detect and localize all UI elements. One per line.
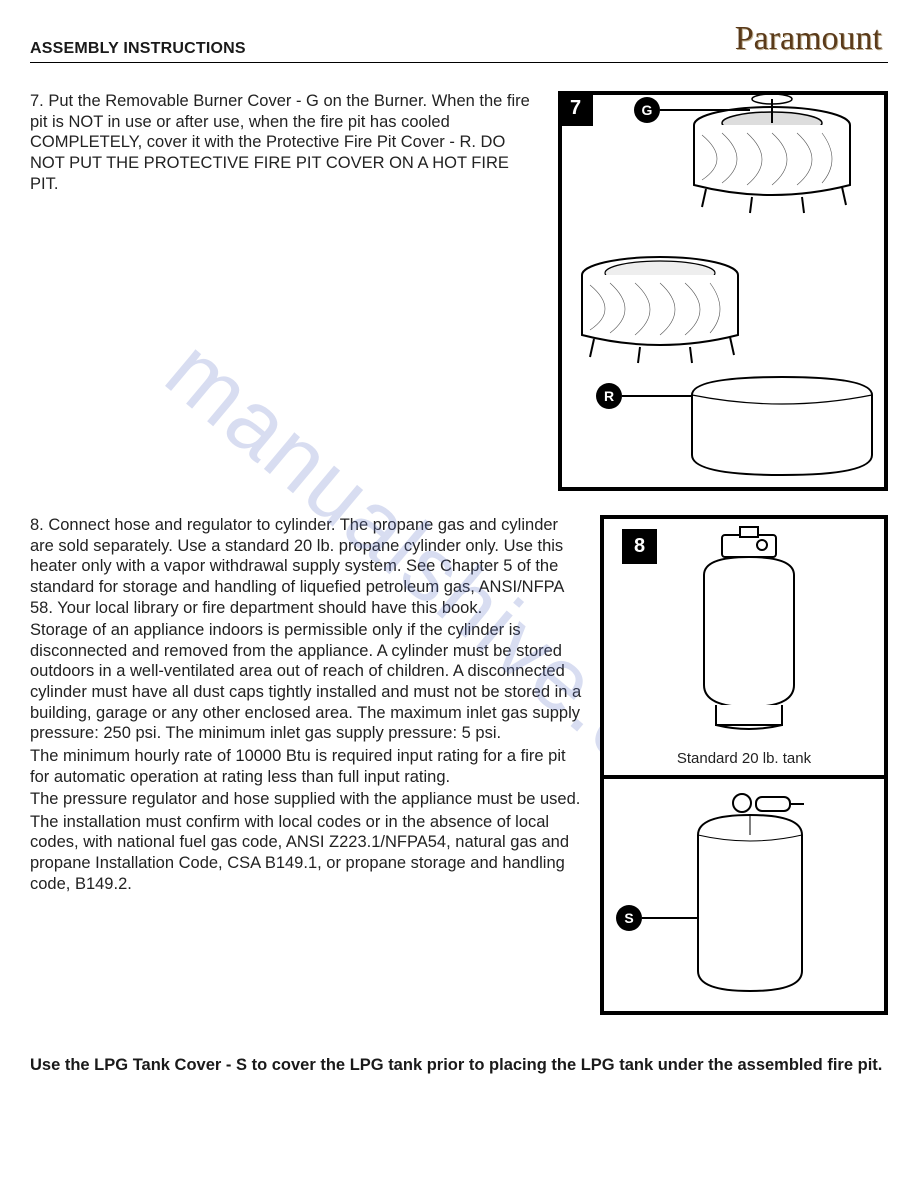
figure-8-stack: 8 Standard 20 lb. tank <box>600 515 888 1015</box>
figure-8a: 8 Standard 20 lb. tank <box>600 515 888 775</box>
step-7-text: 7. Put the Removable Burner Cover - G on… <box>30 91 540 196</box>
page-header: ASSEMBLY INSTRUCTIONS Paramount <box>30 20 888 63</box>
leader-line-r <box>622 395 692 397</box>
step-8-p5: The installation must confirm with local… <box>30 812 582 895</box>
figure-7-illustration <box>562 95 884 487</box>
part-badge-r: R <box>596 383 622 409</box>
brand-logo: Paramount <box>735 20 888 58</box>
step-8-text: 8. Connect hose and regulator to cylinde… <box>30 515 582 896</box>
step-8-p3: The minimum hourly rate of 10000 Btu is … <box>30 746 582 787</box>
figure-7: 7 G <box>558 91 888 491</box>
step-8-p2: Storage of an appliance indoors is permi… <box>30 620 582 744</box>
figure-8-number: 8 <box>622 529 657 564</box>
figure-7-number: 7 <box>558 91 593 126</box>
step-7-section: 7. Put the Removable Burner Cover - G on… <box>30 91 888 491</box>
part-badge-s: S <box>616 905 642 931</box>
leader-line-s <box>642 917 698 919</box>
page-title: ASSEMBLY INSTRUCTIONS <box>30 40 246 58</box>
bottom-bold-note: Use the LPG Tank Cover - S to cover the … <box>30 1055 888 1076</box>
figure-8b-illustration <box>604 779 884 1011</box>
part-badge-g: G <box>634 97 660 123</box>
step-8-p1: 8. Connect hose and regulator to cylinde… <box>30 515 582 618</box>
step-7-paragraph: 7. Put the Removable Burner Cover - G on… <box>30 91 540 194</box>
figure-8a-caption: Standard 20 lb. tank <box>604 750 884 767</box>
figure-8b: S <box>600 775 888 1015</box>
step-8-section: 8. Connect hose and regulator to cylinde… <box>30 515 888 1015</box>
step-8-p4: The pressure regulator and hose supplied… <box>30 789 582 810</box>
leader-line-g <box>660 109 750 111</box>
